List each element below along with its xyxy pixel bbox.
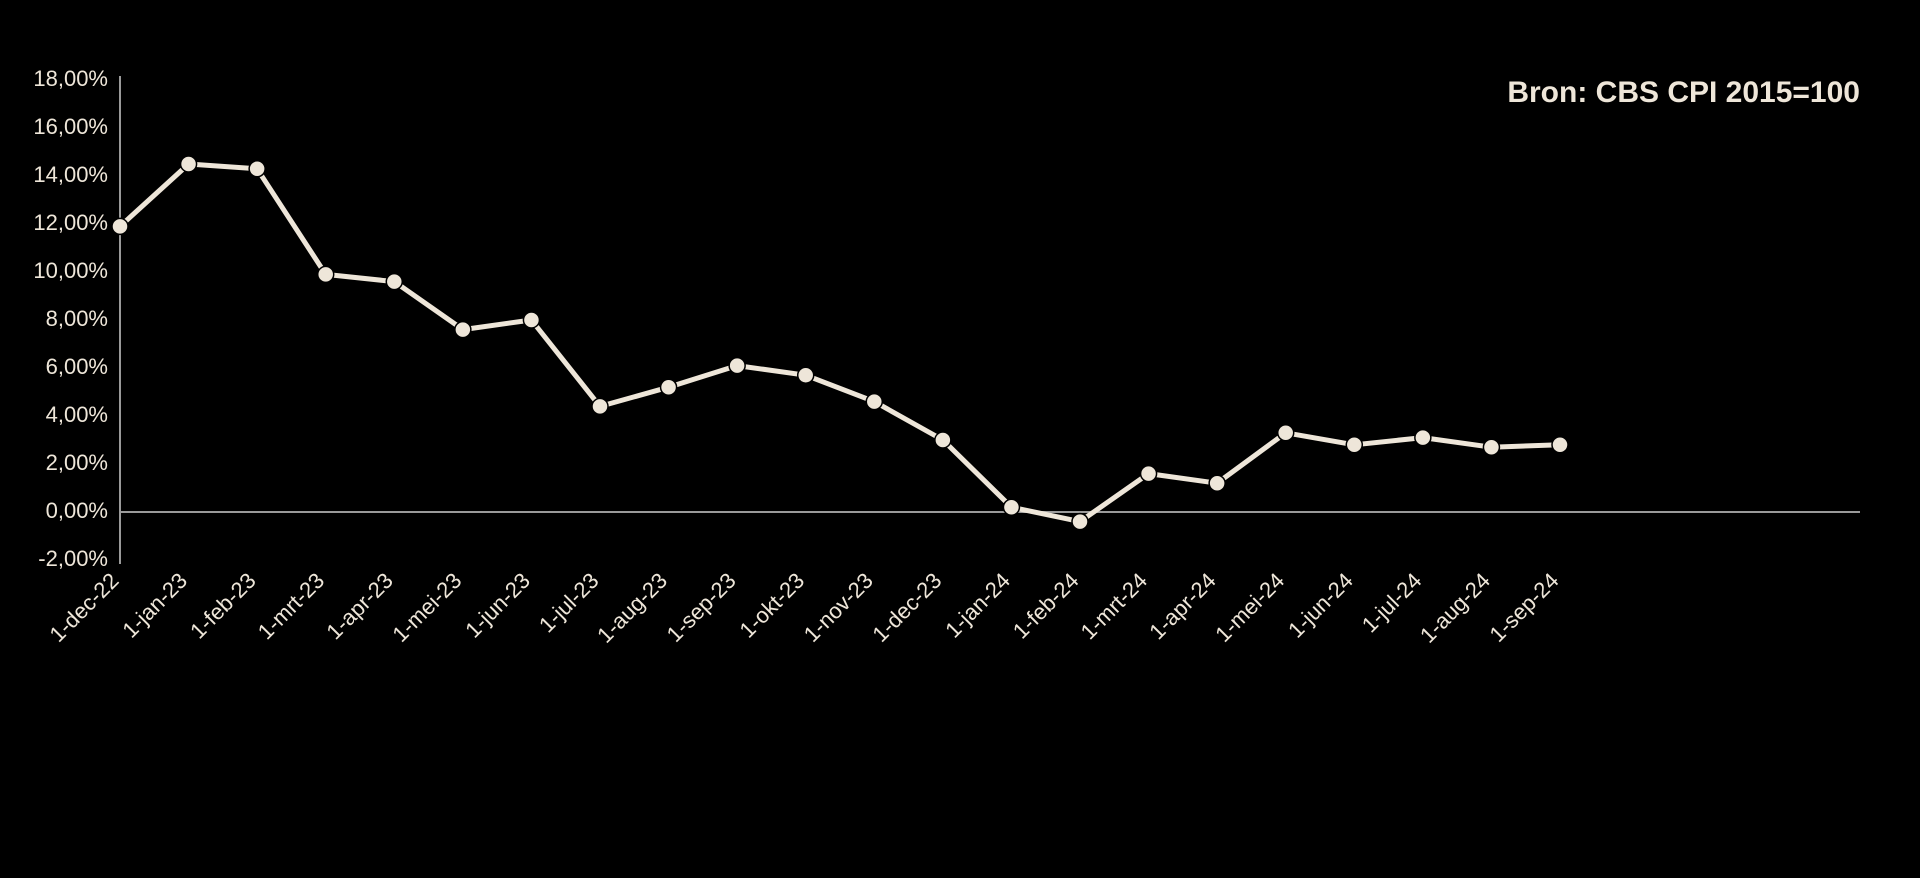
- data-point: [181, 156, 197, 172]
- data-point: [455, 322, 471, 338]
- data-point: [1141, 466, 1157, 482]
- y-tick-label: -2,00%: [38, 546, 108, 571]
- data-point: [249, 161, 265, 177]
- data-point: [1209, 475, 1225, 491]
- y-tick-label: 0,00%: [46, 498, 108, 523]
- y-tick-label: 10,00%: [33, 258, 108, 283]
- y-tick-label: 4,00%: [46, 402, 108, 427]
- y-tick-label: 8,00%: [46, 306, 108, 331]
- y-tick-label: 12,00%: [33, 210, 108, 235]
- data-point: [523, 312, 539, 328]
- data-point: [935, 432, 951, 448]
- data-point: [112, 218, 128, 234]
- data-point: [1552, 437, 1568, 453]
- y-tick-label: 14,00%: [33, 162, 108, 187]
- source-label: Bron: CBS CPI 2015=100: [1507, 76, 1860, 109]
- data-point: [318, 266, 334, 282]
- y-tick-label: 18,00%: [33, 66, 108, 91]
- data-point: [386, 274, 402, 290]
- data-point: [1483, 439, 1499, 455]
- y-tick-label: 6,00%: [46, 354, 108, 379]
- data-point: [592, 398, 608, 414]
- cpi-line-chart: -2,00% 0,00% 2,00% 4,00% 6,00% 8,00% 10,00% 12,…: [0, 0, 1920, 878]
- data-point: [798, 367, 814, 383]
- data-point: [1003, 499, 1019, 515]
- data-point: [1278, 425, 1294, 441]
- data-point: [1072, 514, 1088, 530]
- data-point: [1346, 437, 1362, 453]
- chart-background: [0, 0, 1920, 878]
- data-point: [866, 394, 882, 410]
- chart-svg: -2,00% 0,00% 2,00% 4,00% 6,00% 8,00% 10,00% 12,…: [0, 0, 1920, 878]
- y-tick-label: 16,00%: [33, 114, 108, 139]
- data-point: [1415, 430, 1431, 446]
- data-point: [661, 379, 677, 395]
- y-tick-label: 2,00%: [46, 450, 108, 475]
- data-point: [729, 358, 745, 374]
